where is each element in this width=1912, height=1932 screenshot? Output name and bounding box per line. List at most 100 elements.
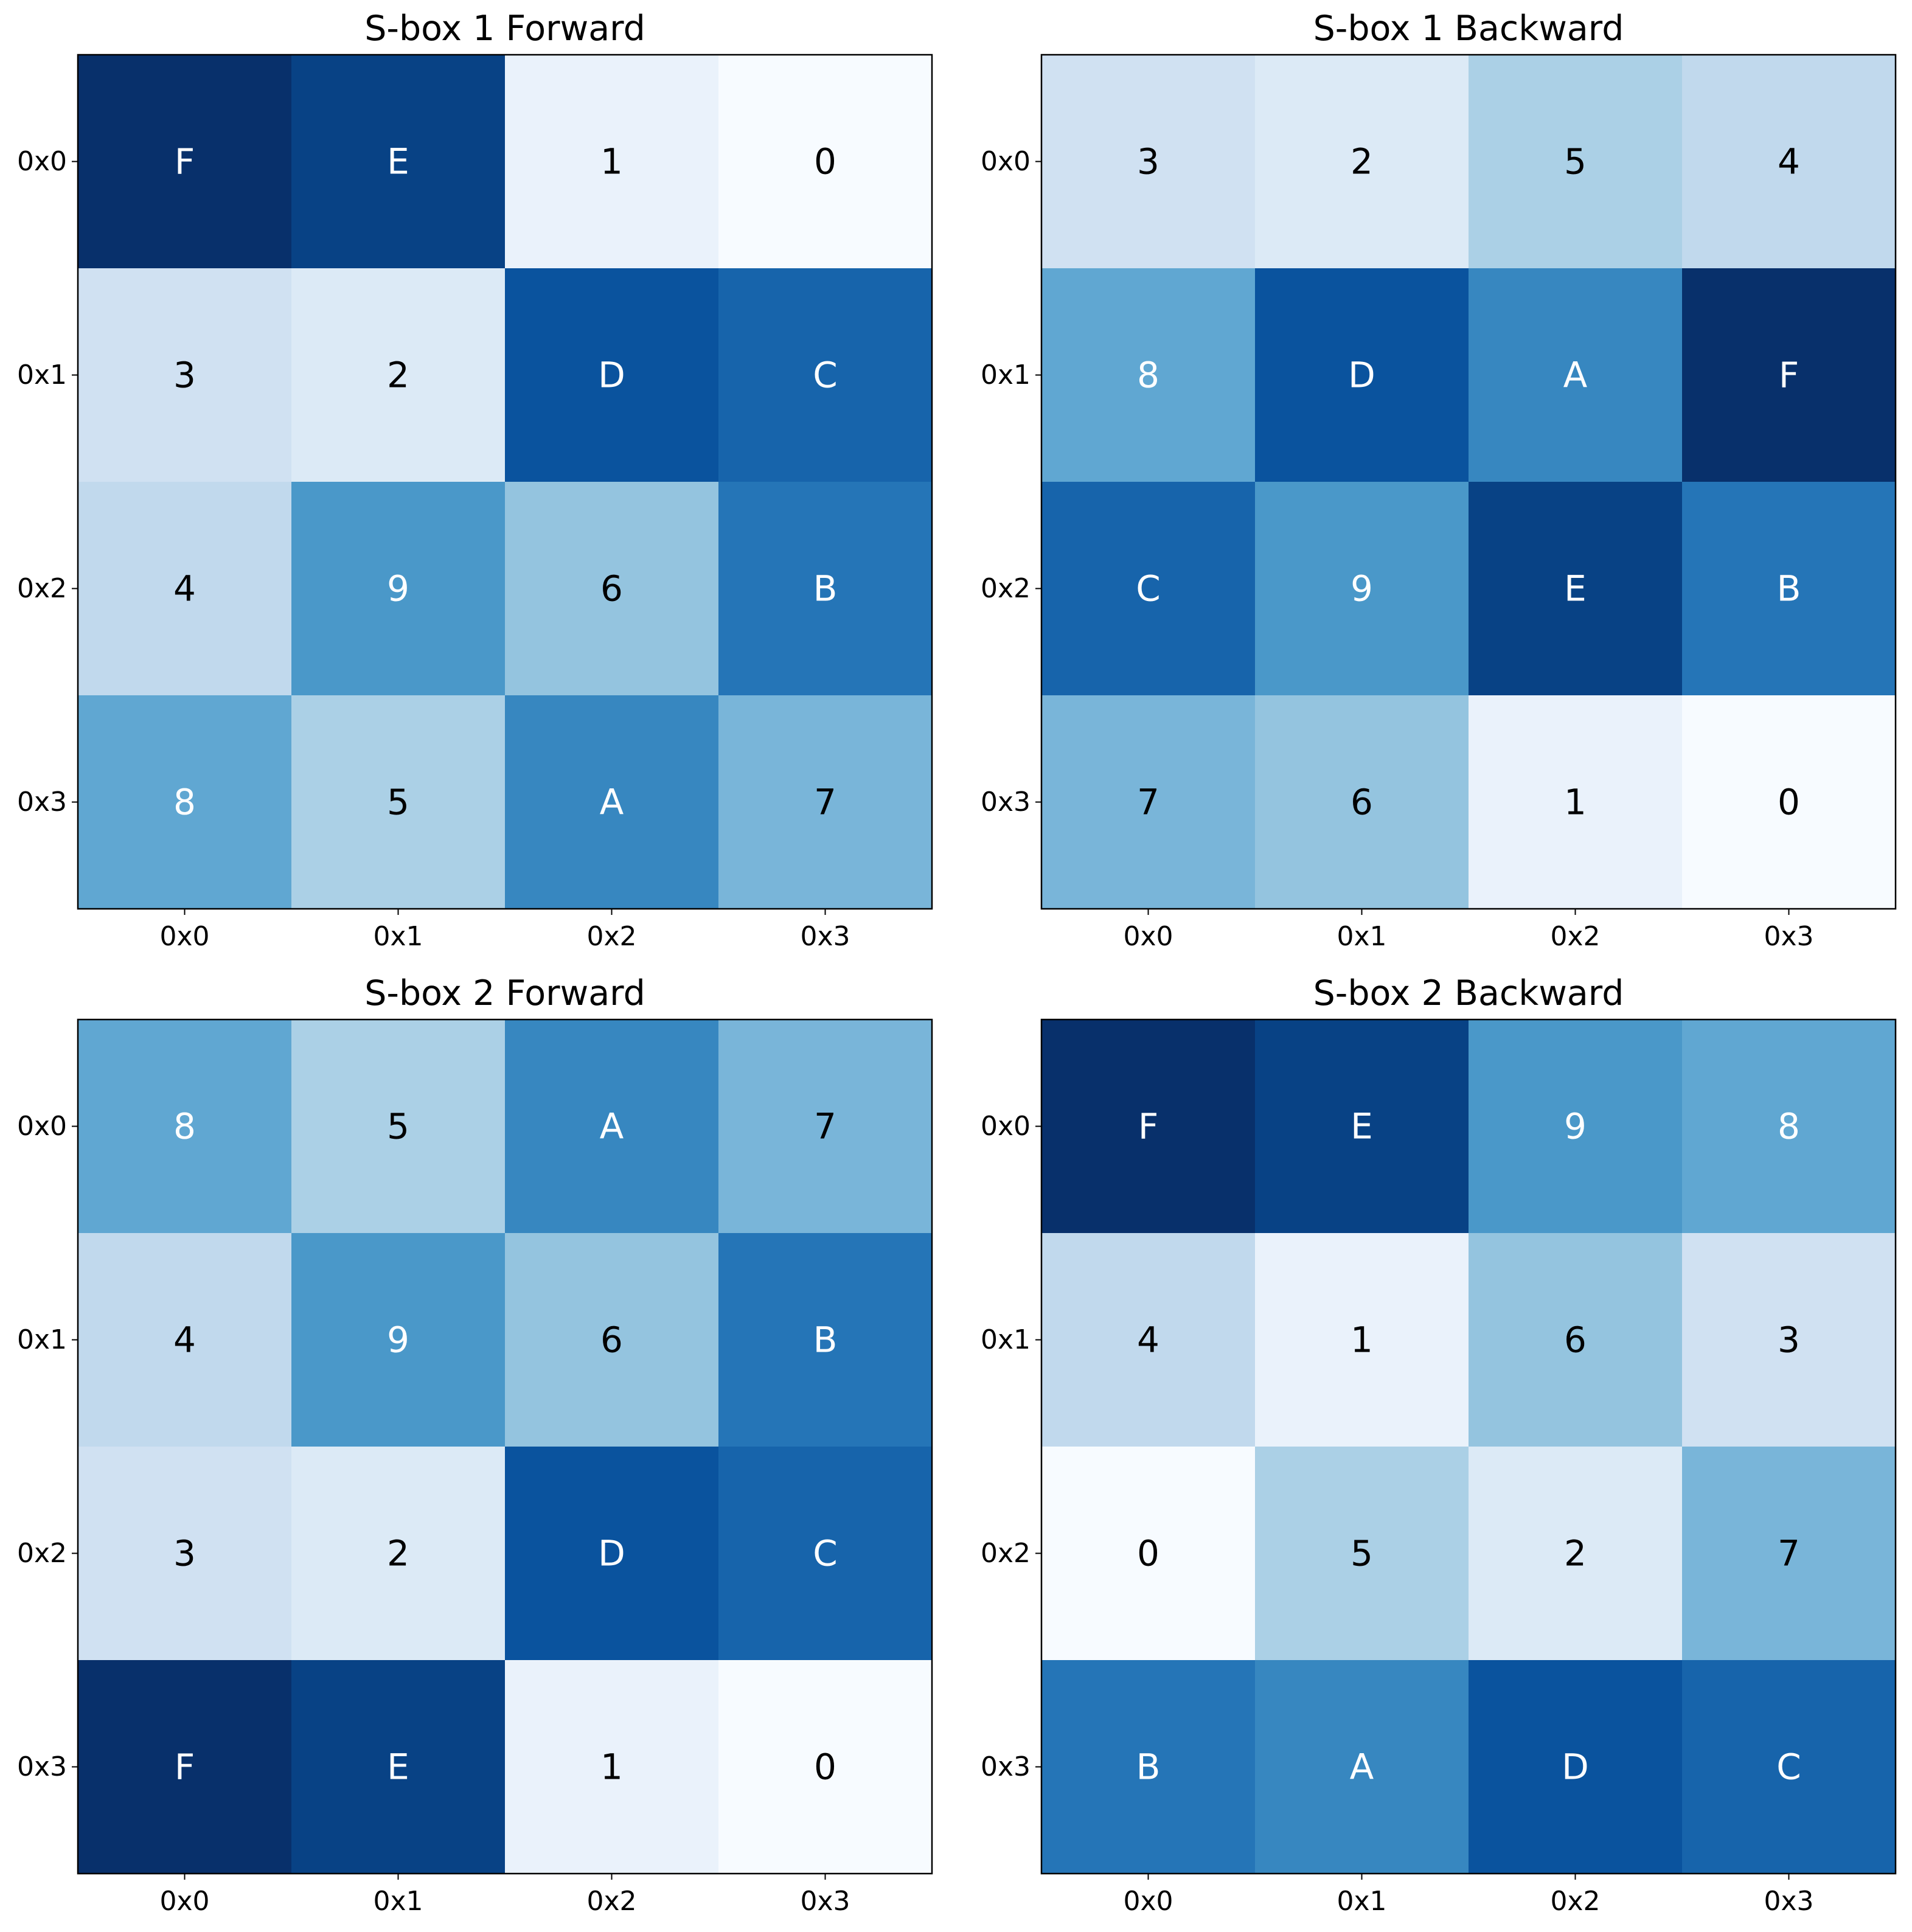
panel-4-cell-label-r1-c0: 4 bbox=[1137, 1319, 1159, 1361]
panel-2-cell-label-r0-c2: 5 bbox=[1564, 141, 1587, 182]
panel-1-ytick-label-0: 0x0 bbox=[17, 146, 67, 177]
panel-4-cell-r3-c3 bbox=[1682, 1660, 1896, 1874]
panel-3-cell-r1-c3 bbox=[718, 1233, 933, 1447]
panel-3-cell-r2-c3 bbox=[718, 1447, 933, 1661]
panel-2-cell-r3-c3 bbox=[1682, 695, 1896, 909]
panel-4-cell-label-r2-c2: 2 bbox=[1564, 1533, 1587, 1574]
panel-1-cell-label-r0-c1: E bbox=[387, 141, 409, 182]
panel-4-cell-label-r3-c0: B bbox=[1136, 1746, 1161, 1788]
panel-4-cell-r2-c3 bbox=[1682, 1447, 1896, 1661]
panel-3-cell-label-r0-c2: A bbox=[600, 1106, 624, 1147]
panel-3-xtick-label-2: 0x2 bbox=[586, 1886, 636, 1917]
panel-4-xtick-label-3: 0x3 bbox=[1764, 1886, 1813, 1917]
panel-1-ytick-label-1: 0x1 bbox=[17, 360, 67, 391]
panel-3-cell-r0-c1 bbox=[291, 1020, 506, 1234]
panel-3-xtick-label-1: 0x1 bbox=[373, 1886, 423, 1917]
panel-1-xtick-label-2: 0x2 bbox=[586, 921, 636, 952]
panel-4-cell-label-r3-c1: A bbox=[1350, 1746, 1374, 1788]
panel-2-cell-label-r0-c0: 3 bbox=[1137, 141, 1159, 182]
panel-3-cell-r0-c2 bbox=[505, 1020, 719, 1234]
panel-2-xtick-label-0: 0x0 bbox=[1123, 921, 1173, 952]
panel-1-cell-r3-c2 bbox=[505, 695, 719, 909]
panel-2-xtick-label-1: 0x1 bbox=[1337, 921, 1386, 952]
panel-3-cell-r1-c1 bbox=[291, 1233, 506, 1447]
panel-1-xtick-label-0: 0x0 bbox=[159, 921, 209, 952]
panel-2-cell-label-r3-c1: 6 bbox=[1351, 782, 1373, 823]
panel-1-cell-label-r3-c0: 8 bbox=[173, 782, 196, 823]
panel-4-cell-r2-c2 bbox=[1469, 1447, 1683, 1661]
panel-2-title: S-box 1 Backward bbox=[1313, 9, 1624, 49]
panel-1-cell-r1-c0 bbox=[78, 268, 292, 482]
panel-4-ytick-label-0: 0x0 bbox=[981, 1111, 1031, 1142]
panel-4-cell-label-r0-c1: E bbox=[1351, 1106, 1373, 1147]
panel-1-cell-label-r3-c3: 7 bbox=[814, 782, 836, 823]
panel-1-title: S-box 1 Forward bbox=[364, 9, 645, 49]
panel-2-cell-label-r3-c0: 7 bbox=[1137, 782, 1159, 823]
panel-2-cell-r2-c2 bbox=[1469, 482, 1683, 696]
panel-2-cell-r1-c1 bbox=[1255, 268, 1469, 482]
panel-3-cell-label-r0-c1: 5 bbox=[387, 1106, 409, 1147]
panel-3-cell-r3-c1 bbox=[291, 1660, 506, 1874]
panel-3-cell-label-r2-c3: C bbox=[813, 1533, 838, 1574]
panel-2-cell-r1-c0 bbox=[1041, 268, 1256, 482]
panel-4-cell-r0-c2 bbox=[1469, 1020, 1683, 1234]
panel-2-cell-r0-c0 bbox=[1041, 55, 1256, 269]
panel-1-cell-r3-c3 bbox=[718, 695, 933, 909]
panel-1-cell-r0-c3 bbox=[718, 55, 933, 269]
panel-1-cell-r3-c0 bbox=[78, 695, 292, 909]
panel-2-ytick-label-1: 0x1 bbox=[981, 360, 1031, 391]
panel-4-title: S-box 2 Backward bbox=[1313, 973, 1624, 1013]
panel-3-cell-r0-c3 bbox=[718, 1020, 933, 1234]
panel-2-cell-label-r2-c0: C bbox=[1136, 568, 1161, 610]
panel-3-cell-r1-c2 bbox=[505, 1233, 719, 1447]
panel-3-cell-label-r0-c3: 7 bbox=[814, 1106, 836, 1147]
panel-1-cell-label-r1-c2: D bbox=[598, 355, 625, 396]
panel-2-cell-label-r3-c3: 0 bbox=[1778, 782, 1800, 823]
panel-1-cell-label-r2-c1: 9 bbox=[387, 568, 409, 610]
panel-1-cell-r2-c0 bbox=[78, 482, 292, 696]
panel-3-title: S-box 2 Forward bbox=[364, 973, 645, 1013]
panel-1-cell-label-r1-c1: 2 bbox=[387, 355, 409, 396]
panel-1-cell-r3-c1 bbox=[291, 695, 506, 909]
panel-4-ytick-label-2: 0x2 bbox=[981, 1538, 1031, 1569]
panel-1-cell-r0-c1 bbox=[291, 55, 506, 269]
panel-1-cell-r0-c2 bbox=[505, 55, 719, 269]
panel-4-cell-r2-c0 bbox=[1041, 1447, 1256, 1661]
panel-2-cell-r3-c1 bbox=[1255, 695, 1469, 909]
panel-3-ytick-label-3: 0x3 bbox=[17, 1751, 67, 1782]
panel-3-cell-r3-c3 bbox=[718, 1660, 933, 1874]
panel-4-cell-r2-c1 bbox=[1255, 1447, 1469, 1661]
panel-2-ytick-label-0: 0x0 bbox=[981, 146, 1031, 177]
panel-2-cell-r2-c3 bbox=[1682, 482, 1896, 696]
panel-1-cell-label-r2-c3: B bbox=[813, 568, 838, 610]
panel-4-cell-r3-c0 bbox=[1041, 1660, 1256, 1874]
panel-2-ytick-label-3: 0x3 bbox=[981, 787, 1031, 818]
panel-2-frame bbox=[1040, 54, 1897, 910]
panel-1-cell-label-r3-c1: 5 bbox=[387, 782, 409, 823]
panel-1-xtick-label-3: 0x3 bbox=[800, 921, 850, 952]
panel-4-cell-label-r3-c2: D bbox=[1562, 1746, 1589, 1788]
panel-2-cell-label-r1-c2: A bbox=[1563, 355, 1588, 396]
panel-4-ytick-label-1: 0x1 bbox=[981, 1324, 1031, 1355]
panel-3-cell-r0-c0 bbox=[78, 1020, 292, 1234]
panel-2-cell-label-r1-c1: D bbox=[1348, 355, 1375, 396]
panel-3-cell-label-r3-c2: 1 bbox=[600, 1746, 623, 1788]
panel-2-cell-label-r1-c0: 8 bbox=[1137, 355, 1159, 396]
panel-4-cell-label-r1-c2: 6 bbox=[1564, 1319, 1587, 1361]
panel-1-cell-r2-c3 bbox=[718, 482, 933, 696]
panel-1: S-box 1 Forward F E 1 0 3 2 D C 4 9 6 B 8 5 A 7 0x0 0x1 0x2… bbox=[17, 9, 933, 952]
panel-2-cell-label-r1-c3: F bbox=[1779, 355, 1799, 396]
panel-3-cell-label-r3-c1: E bbox=[387, 1746, 409, 1788]
panel-2-cell-r1-c2 bbox=[1469, 268, 1683, 482]
panel-1-cell-r1-c2 bbox=[505, 268, 719, 482]
panel-4-cell-r3-c1 bbox=[1255, 1660, 1469, 1874]
panel-2-cell-label-r3-c2: 1 bbox=[1564, 782, 1587, 823]
panel-3: S-box 2 Forward 8 5 A 7 4 9 6 B 3 2 D C F E 1 0 0x0 0x1 0x2… bbox=[17, 973, 933, 1917]
panel-4: S-box 2 Backward F E 9 8 4 1 6 3 0 5 2 7 B A D C 0x0 0x1 0x… bbox=[981, 973, 1897, 1917]
panel-2-cell-r2-c1 bbox=[1255, 482, 1469, 696]
panel-2-cell-label-r0-c1: 2 bbox=[1351, 141, 1373, 182]
panel-2-cell-r1-c3 bbox=[1682, 268, 1896, 482]
panel-2-cell-label-r2-c3: B bbox=[1777, 568, 1801, 610]
panel-4-xtick-label-0: 0x0 bbox=[1123, 1886, 1173, 1917]
panel-1-cell-r0-c0 bbox=[78, 55, 292, 269]
